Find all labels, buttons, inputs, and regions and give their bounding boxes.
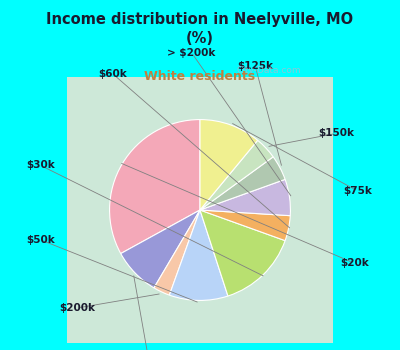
Text: $150k: $150k	[318, 128, 354, 138]
Text: $30k: $30k	[26, 160, 55, 170]
Wedge shape	[200, 140, 273, 210]
Wedge shape	[200, 210, 285, 296]
Wedge shape	[110, 120, 200, 253]
Text: $125k: $125k	[237, 61, 273, 71]
Text: $75k: $75k	[343, 186, 372, 196]
Text: Income distribution in Neelyville, MO
(%): Income distribution in Neelyville, MO (%…	[46, 12, 354, 46]
Wedge shape	[200, 157, 285, 210]
Text: City-Data.com: City-Data.com	[236, 66, 301, 75]
Wedge shape	[200, 120, 258, 210]
Wedge shape	[200, 210, 290, 241]
Wedge shape	[169, 210, 228, 300]
Text: > $200k: > $200k	[167, 48, 216, 57]
Wedge shape	[200, 179, 290, 216]
Wedge shape	[121, 210, 200, 288]
Text: White residents: White residents	[144, 70, 256, 83]
Text: $200k: $200k	[60, 303, 96, 313]
Text: $60k: $60k	[98, 69, 127, 79]
Wedge shape	[154, 210, 200, 295]
Text: $20k: $20k	[340, 258, 369, 268]
Text: $50k: $50k	[26, 235, 55, 245]
FancyBboxPatch shape	[3, 45, 397, 350]
